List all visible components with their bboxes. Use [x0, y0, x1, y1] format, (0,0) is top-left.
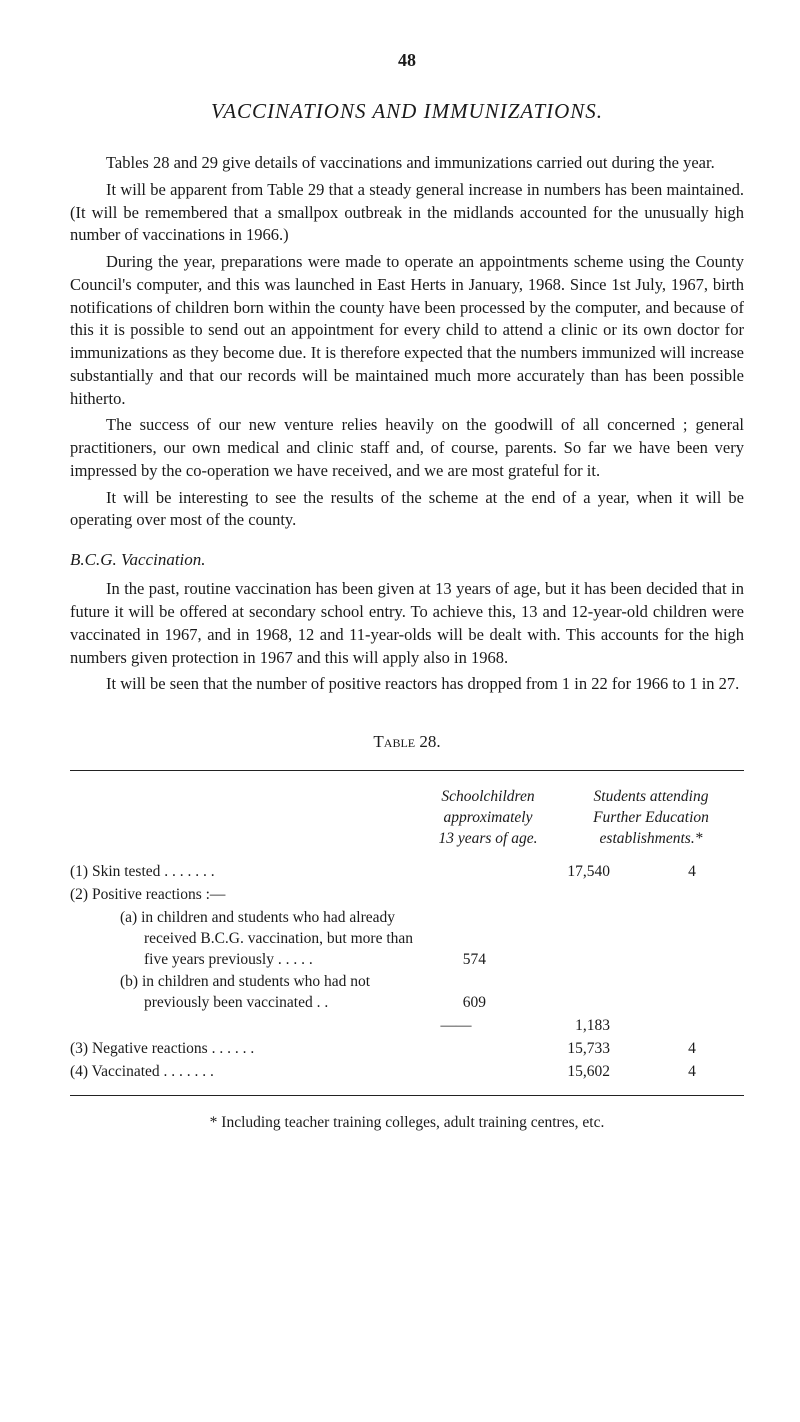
table-28: Schoolchildren approximately 13 years of…: [70, 787, 744, 1083]
col-header-line: 13 years of age.: [418, 829, 558, 850]
row-mid: 574: [426, 950, 510, 971]
row-value-col2: 4: [640, 1062, 744, 1083]
document-page: 48 VACCINATIONS AND IMMUNIZATIONS. Table…: [0, 0, 800, 1192]
row-label: (2) Positive reactions :—: [70, 885, 426, 906]
table-row: (4) Vaccinated . . . . . . . 15,602 4: [70, 1062, 744, 1083]
table-column-headers: Schoolchildren approximately 13 years of…: [70, 787, 744, 850]
paragraph: In the past, routine vaccination has bee…: [70, 578, 744, 669]
table-caption: Table 28.: [70, 732, 744, 752]
sub-label-a: (a) in children and students who had alr…: [70, 908, 418, 971]
paragraph: It will be apparent from Table 29 that a…: [70, 179, 744, 247]
col-header-line: establishments.*: [558, 829, 744, 850]
footnote: * Including teacher training colleges, a…: [70, 1114, 744, 1132]
sub-label-b: (b) in children and students who had not…: [70, 972, 418, 1014]
subheading-bcg: B.C.G. Vaccination.: [70, 550, 744, 570]
paragraph: Tables 28 and 29 give details of vaccina…: [70, 152, 744, 175]
row-mid: 609: [426, 993, 510, 1014]
table-rule-top: [70, 770, 744, 771]
header-spacer: [70, 787, 418, 850]
table-rule-bottom: [70, 1095, 744, 1096]
row-value-col2: 4: [640, 1039, 744, 1060]
col-header-line: Schoolchildren: [418, 787, 558, 808]
row-value-col1: 17,540: [510, 862, 640, 883]
col-header-line: Further Education: [558, 808, 744, 829]
page-number: 48: [70, 50, 744, 71]
row-value-col1: 1,183: [510, 1016, 640, 1037]
row-label: (4) Vaccinated . . . . . . .: [70, 1062, 426, 1083]
col-header-line: approximately: [418, 808, 558, 829]
col-header-line: Students attending: [558, 787, 744, 808]
paragraph: It will be seen that the number of posit…: [70, 673, 744, 696]
table-row: (a) in children and students who had alr…: [70, 908, 744, 971]
row-label: (a) in children and students who had alr…: [70, 908, 426, 971]
row-label: (3) Negative reactions . . . . . .: [70, 1039, 426, 1060]
paragraph: The success of our new venture relies he…: [70, 414, 744, 482]
table-row: (3) Negative reactions . . . . . . 15,73…: [70, 1039, 744, 1060]
table-row: (b) in children and students who had not…: [70, 972, 744, 1014]
paragraph: During the year, preparations were made …: [70, 251, 744, 410]
section-title: VACCINATIONS AND IMMUNIZATIONS.: [70, 99, 744, 124]
col-header-students: Students attending Further Education est…: [558, 787, 744, 850]
row-label: (b) in children and students who had not…: [70, 972, 426, 1014]
table-row: (1) Skin tested . . . . . . . 17,540 4: [70, 862, 744, 883]
table-row: (2) Positive reactions :—: [70, 885, 744, 906]
subtotal-dash: ——: [426, 1016, 510, 1037]
col-header-schoolchildren: Schoolchildren approximately 13 years of…: [418, 787, 558, 850]
row-value-col1: 15,733: [510, 1039, 640, 1060]
row-value-col2: 4: [640, 862, 744, 883]
row-label: (1) Skin tested . . . . . . .: [70, 862, 426, 883]
table-row: —— 1,183: [70, 1016, 744, 1037]
paragraph: It will be interesting to see the result…: [70, 487, 744, 533]
row-value-col1: 15,602: [510, 1062, 640, 1083]
